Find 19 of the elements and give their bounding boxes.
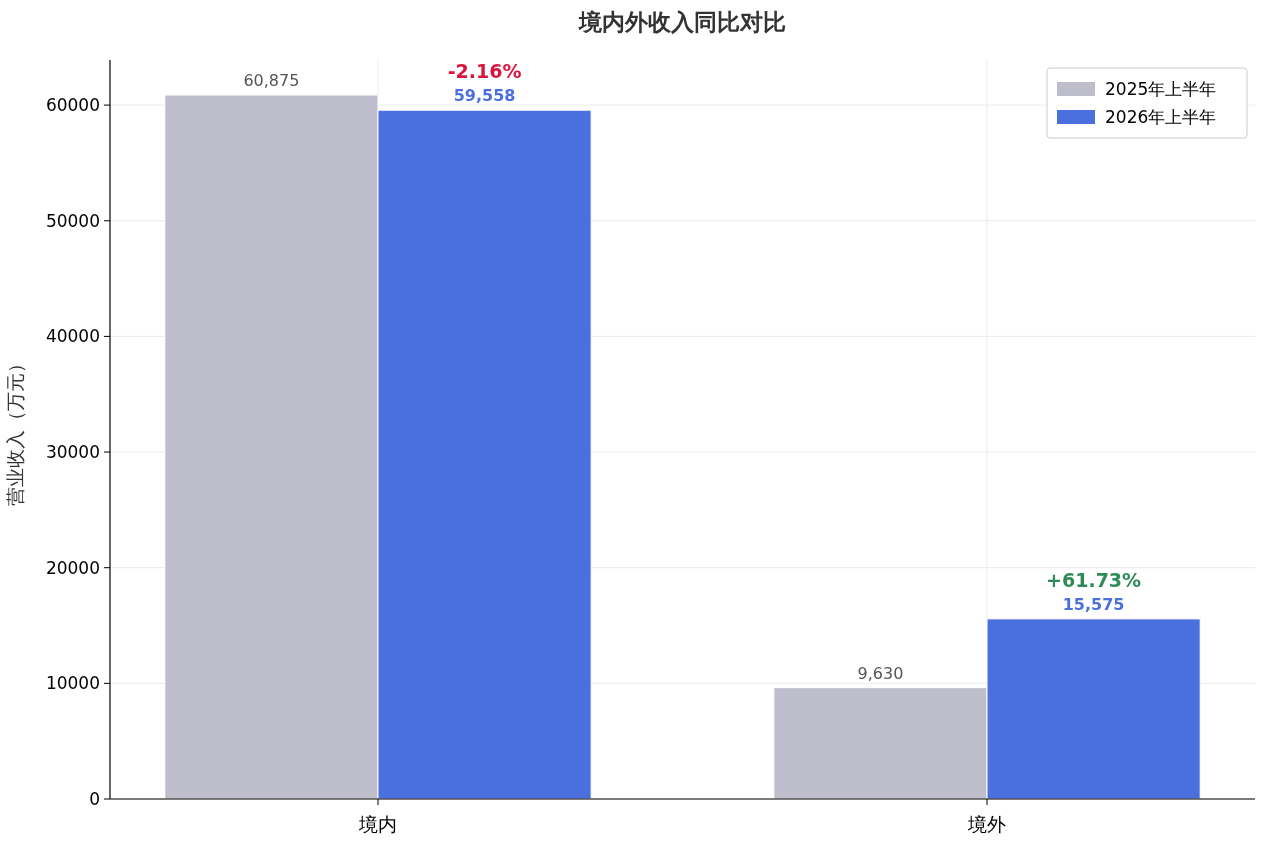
x-tick-label: 境外 xyxy=(967,813,1007,835)
y-tick-label: 60000 xyxy=(45,95,100,116)
annotation: +61.73% xyxy=(1046,568,1142,591)
y-tick-label: 20000 xyxy=(45,557,100,578)
legend-label: 2025年上半年 xyxy=(1105,79,1217,99)
data-label: 15,575 xyxy=(1062,594,1125,614)
y-tick-label: 0 xyxy=(89,789,100,809)
annotation: -2.16% xyxy=(447,60,522,83)
y-tick-label: 30000 xyxy=(45,442,100,463)
data-label: 59,558 xyxy=(453,86,516,106)
y-tick-label: 40000 xyxy=(45,326,100,347)
data-label: 9,630 xyxy=(857,663,904,683)
x-tick-label: 境内 xyxy=(357,813,397,835)
chart-title: 境内外收入同比对比 xyxy=(578,9,786,35)
legend-label: 2026年上半年 xyxy=(1105,107,1217,127)
data-label: 60,875 xyxy=(243,70,300,90)
y-axis-title: 营业收入（万元） xyxy=(4,353,26,506)
y-tick-label: 10000 xyxy=(45,673,100,694)
y-tick-label: 50000 xyxy=(45,210,100,231)
